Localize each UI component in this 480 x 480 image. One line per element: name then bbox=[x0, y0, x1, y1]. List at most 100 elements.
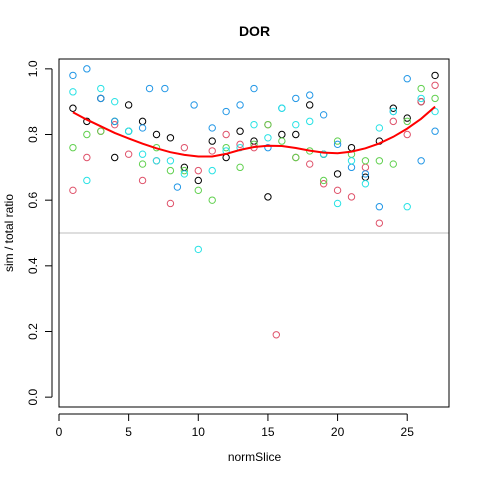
x-tick-label: 10 bbox=[192, 425, 206, 439]
smooth-trend-line bbox=[72, 105, 436, 158]
data-point bbox=[417, 157, 425, 165]
data-point bbox=[97, 84, 105, 93]
data-point bbox=[278, 130, 286, 139]
x-axis: 0 5 10 15 20 25 bbox=[56, 413, 415, 439]
y-tick-label: 0.6 bbox=[26, 192, 40, 209]
data-point bbox=[250, 84, 258, 93]
data-point bbox=[222, 143, 230, 152]
data-point bbox=[111, 97, 119, 106]
x-axis-title: normSlice bbox=[228, 450, 282, 464]
y-axis-title: sim / total ratio bbox=[2, 194, 16, 272]
data-point bbox=[389, 117, 397, 126]
data-point bbox=[236, 140, 244, 149]
data-point bbox=[194, 176, 202, 185]
data-point bbox=[97, 94, 105, 103]
x-tick-label: 25 bbox=[401, 425, 415, 439]
data-point bbox=[361, 170, 370, 178]
data-point bbox=[431, 71, 439, 80]
data-point bbox=[319, 111, 328, 119]
data-point bbox=[431, 94, 439, 103]
data-point bbox=[124, 101, 133, 109]
data-point bbox=[180, 170, 189, 178]
data-point bbox=[333, 170, 342, 178]
data-point bbox=[69, 143, 77, 152]
data-point bbox=[166, 134, 175, 142]
data-point bbox=[319, 150, 328, 158]
data-point bbox=[306, 117, 314, 126]
data-point bbox=[69, 186, 77, 195]
data-point bbox=[194, 186, 202, 195]
data-point bbox=[272, 331, 280, 339]
data-point bbox=[97, 127, 105, 135]
data-point bbox=[138, 176, 147, 185]
data-point bbox=[264, 143, 272, 152]
y-tick-label: 0.8 bbox=[26, 126, 40, 143]
y-tick-label: 0.0 bbox=[26, 388, 40, 405]
y-axis: 0.0 0.2 0.4 0.6 0.8 1.0 bbox=[26, 60, 53, 405]
data-point bbox=[375, 203, 384, 211]
data-point bbox=[180, 143, 189, 152]
data-point bbox=[333, 186, 342, 195]
data-point bbox=[194, 166, 202, 175]
data-point bbox=[138, 117, 147, 126]
data-point bbox=[124, 150, 133, 158]
data-point bbox=[264, 193, 272, 201]
data-point bbox=[333, 199, 342, 208]
data-point bbox=[375, 124, 384, 132]
data-point bbox=[431, 81, 439, 89]
data-point bbox=[69, 71, 77, 80]
data-point bbox=[417, 84, 425, 93]
data-point bbox=[222, 130, 230, 139]
plot-frame bbox=[58, 58, 450, 408]
data-point bbox=[292, 130, 300, 139]
data-point bbox=[347, 143, 356, 152]
data-point bbox=[166, 166, 175, 175]
data-point bbox=[361, 157, 370, 165]
data-point bbox=[375, 219, 384, 227]
data-point bbox=[347, 157, 356, 165]
data-point bbox=[236, 101, 244, 109]
data-point bbox=[264, 120, 272, 129]
data-point bbox=[389, 107, 397, 116]
data-point bbox=[83, 65, 91, 73]
data-point bbox=[278, 104, 286, 112]
data-point bbox=[111, 117, 119, 126]
data-point bbox=[389, 104, 397, 112]
data-point bbox=[403, 130, 411, 139]
data-point bbox=[389, 160, 397, 168]
data-point bbox=[333, 140, 342, 149]
data-point bbox=[278, 137, 286, 145]
data-point bbox=[194, 245, 202, 254]
data-point bbox=[173, 183, 182, 191]
data-point bbox=[152, 157, 161, 165]
data-point bbox=[69, 88, 77, 96]
data-point bbox=[69, 104, 77, 112]
data-point bbox=[361, 180, 370, 188]
data-point bbox=[347, 163, 356, 172]
y-tick-label: 0.4 bbox=[26, 257, 40, 274]
data-point bbox=[152, 130, 161, 139]
data-point bbox=[111, 120, 119, 129]
data-point bbox=[417, 94, 425, 103]
data-point bbox=[161, 84, 169, 93]
data-point bbox=[417, 97, 425, 106]
data-point bbox=[222, 107, 230, 116]
x-tick-label: 5 bbox=[125, 425, 132, 439]
data-point bbox=[208, 147, 216, 155]
data-point bbox=[83, 153, 91, 162]
data-point bbox=[403, 203, 411, 211]
data-point bbox=[83, 176, 91, 185]
data-point bbox=[208, 196, 216, 204]
x-tick-label: 0 bbox=[56, 425, 63, 439]
x-tick-label: 20 bbox=[331, 425, 345, 439]
x-tick-label: 15 bbox=[261, 425, 275, 439]
data-point bbox=[403, 74, 411, 83]
chart-title: DOR bbox=[239, 23, 270, 39]
data-point bbox=[190, 101, 198, 109]
data-point bbox=[306, 91, 314, 99]
data-point bbox=[236, 127, 244, 135]
data-point bbox=[180, 166, 189, 175]
data-point bbox=[111, 153, 119, 162]
data-point bbox=[166, 157, 175, 165]
